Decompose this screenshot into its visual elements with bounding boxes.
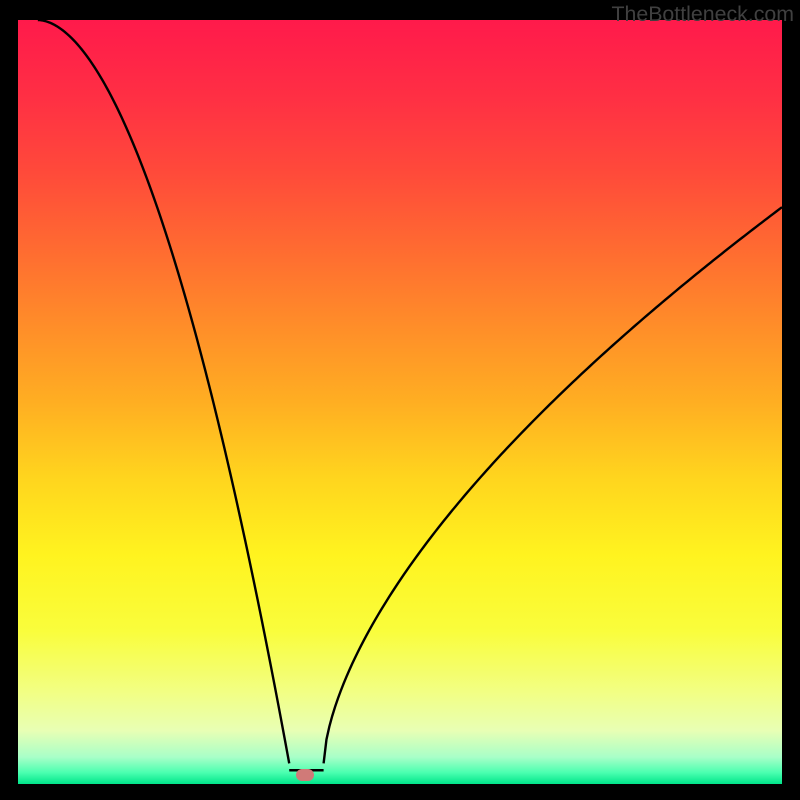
bottleneck-curve xyxy=(18,20,782,784)
curve-right-branch xyxy=(324,207,782,763)
curve-left-branch xyxy=(38,20,289,763)
optimal-point-marker xyxy=(296,769,314,781)
plot-area xyxy=(18,20,782,784)
watermark-text: TheBottleneck.com xyxy=(611,2,794,27)
chart-container: TheBottleneck.com xyxy=(0,0,800,800)
